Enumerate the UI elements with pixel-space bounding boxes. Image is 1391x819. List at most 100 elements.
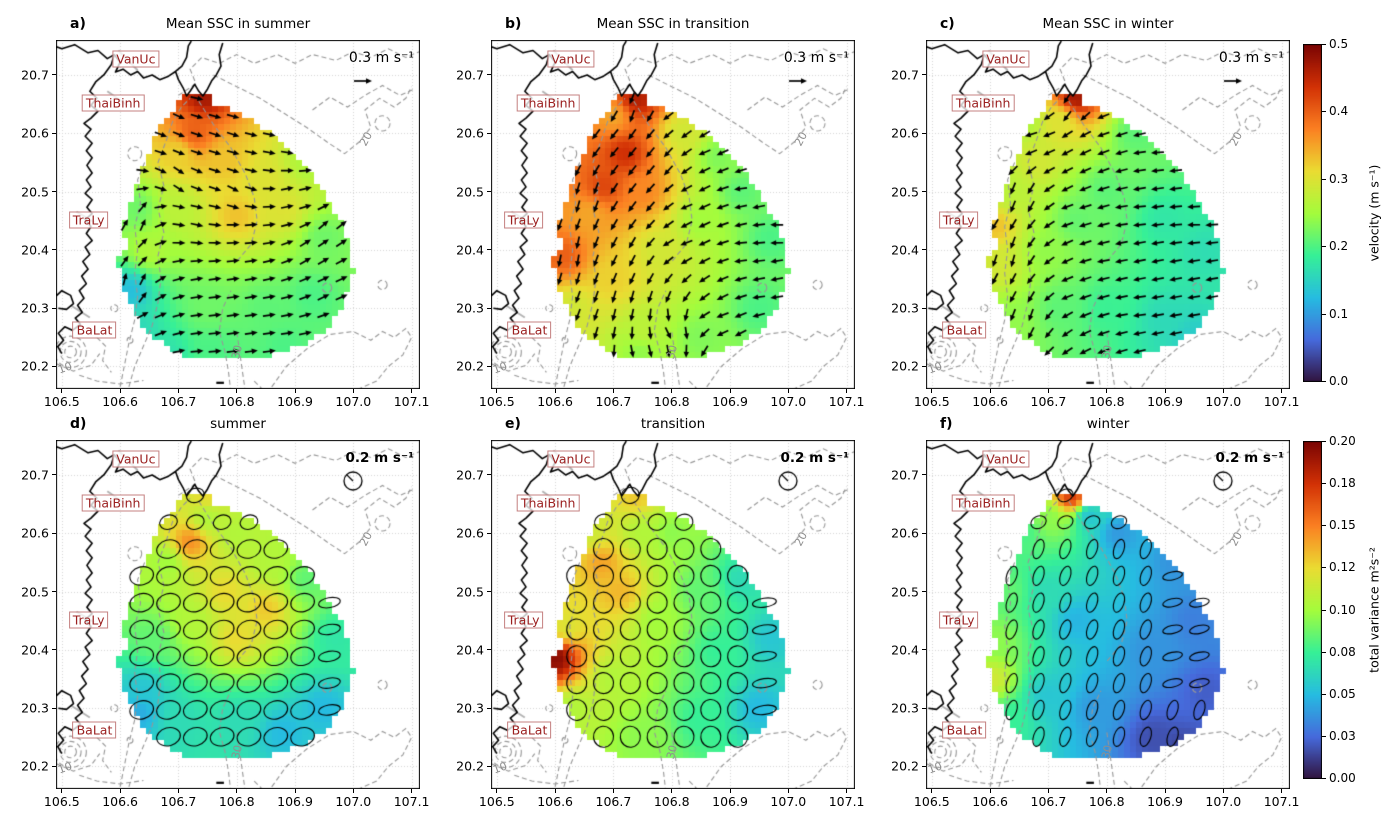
- y-tick-label: 20.4: [456, 642, 484, 658]
- y-tick-mark: [922, 307, 926, 309]
- place-label-balat: BaLat: [507, 321, 552, 339]
- y-tick-mark: [52, 132, 56, 134]
- x-tick-mark: [411, 389, 413, 393]
- scale-key-label: 0.3 m s⁻¹: [783, 50, 849, 66]
- x-tick-mark: [119, 389, 121, 393]
- x-tick-label: 106.8: [1088, 394, 1125, 409]
- map-panel-f: f) winter 20.2 20.3 20.4 20.5 20.6 20.7 106.5 106…: [891, 416, 1299, 809]
- place-label-vanuc: VanUc: [112, 450, 160, 468]
- colorbar-axis-label-variance: total variance m²s⁻²: [1366, 547, 1382, 673]
- x-tick-label: 107.1: [828, 394, 865, 409]
- x-tick-label: 106.8: [218, 394, 255, 409]
- x-tick-mark: [352, 389, 354, 393]
- panel-letter-c: c): [940, 16, 955, 32]
- y-tick-label: 20.5: [891, 584, 919, 600]
- place-label-thaibinh: ThaiBinh: [951, 94, 1015, 112]
- y-tick-label: 20.2: [456, 358, 484, 374]
- x-tick-mark: [612, 389, 614, 393]
- colorbar-tick-mark: [1322, 246, 1326, 248]
- colorbar-tick-mark: [1322, 693, 1326, 695]
- y-tick-mark: [922, 474, 926, 476]
- x-tick-label: 106.6: [537, 794, 574, 809]
- colorbar-tick-mark: [1322, 609, 1326, 611]
- place-label-balat: BaLat: [942, 321, 987, 339]
- panel-title-e: transition: [640, 416, 706, 432]
- x-tick-label: 106.6: [102, 794, 139, 809]
- y-tick-label: 20.3: [891, 300, 919, 316]
- x-tick-mark: [1047, 389, 1049, 393]
- panel-letter-e: e): [505, 416, 521, 432]
- y-tick-label: 20.5: [891, 184, 919, 200]
- x-tick-mark: [1164, 389, 1166, 393]
- colorbar-tick-mark: [1322, 111, 1326, 113]
- y-tick-mark: [487, 649, 491, 651]
- place-label-balat: BaLat: [942, 721, 987, 739]
- x-tick-mark: [294, 789, 296, 793]
- panel-letter-a: a): [70, 16, 86, 32]
- x-tick-label: 106.5: [478, 794, 515, 809]
- y-tick-mark: [922, 591, 926, 593]
- colorbar-tick-label: 0.03: [1329, 728, 1356, 743]
- place-label-thaibinh: ThaiBinh: [81, 94, 145, 112]
- y-tick-mark: [52, 532, 56, 534]
- panel-title-b: Mean SSC in transition: [596, 16, 750, 32]
- scale-key-label: 0.3 m s⁻¹: [348, 50, 414, 66]
- colorbar-tick-label: 0.3: [1329, 171, 1349, 186]
- y-tick-label: 20.6: [891, 525, 919, 541]
- y-tick-mark: [922, 249, 926, 251]
- y-tick-label: 20.2: [891, 358, 919, 374]
- y-tick-mark: [52, 74, 56, 76]
- map-panel-c: c) Mean SSC in winter 20.2 20.3 20.4 20.5 20.6…: [891, 16, 1299, 409]
- y-tick-mark: [487, 765, 491, 767]
- y-tick-mark: [922, 132, 926, 134]
- x-tick-label: 106.6: [102, 394, 139, 409]
- x-tick-label: 106.5: [913, 794, 950, 809]
- y-tick-label: 20.2: [891, 758, 919, 774]
- panel-title-c: Mean SSC in winter: [1042, 16, 1174, 32]
- place-label-traly: TraLy: [938, 211, 979, 229]
- y-tick-mark: [922, 532, 926, 534]
- x-tick-mark: [989, 789, 991, 793]
- y-tick-label: 20.7: [891, 67, 919, 83]
- x-tick-label: 106.8: [1088, 794, 1125, 809]
- colorbar-tick-mark: [1322, 44, 1326, 45]
- place-label-balat: BaLat: [72, 721, 117, 739]
- x-tick-mark: [177, 789, 179, 793]
- x-tick-mark: [411, 789, 413, 793]
- x-tick-mark: [177, 389, 179, 393]
- panel-title-a: Mean SSC in summer: [165, 16, 311, 32]
- place-label-thaibinh: ThaiBinh: [81, 494, 145, 512]
- x-tick-label: 106.6: [972, 394, 1009, 409]
- place-label-vanuc: VanUc: [982, 50, 1030, 68]
- x-tick-mark: [554, 389, 556, 393]
- y-tick-label: 20.2: [456, 758, 484, 774]
- x-tick-mark: [931, 389, 933, 393]
- x-tick-mark: [1047, 789, 1049, 793]
- x-tick-label: 106.8: [653, 794, 690, 809]
- x-tick-label: 106.5: [478, 394, 515, 409]
- y-tick-mark: [487, 191, 491, 193]
- place-label-vanuc: VanUc: [547, 450, 595, 468]
- x-tick-label: 106.6: [972, 794, 1009, 809]
- y-tick-mark: [52, 591, 56, 593]
- map-panel-a: a) Mean SSC in summer 20.2 20.3 20.4 20.5 20.6…: [21, 16, 429, 409]
- x-tick-mark: [1222, 789, 1224, 793]
- x-tick-mark: [846, 389, 848, 393]
- y-tick-mark: [487, 532, 491, 534]
- y-tick-label: 20.3: [456, 300, 484, 316]
- scale-key-label: 0.3 m s⁻¹: [1218, 50, 1284, 66]
- colorbar-axis-label-velocity: velocity (m s⁻¹): [1366, 164, 1382, 262]
- x-tick-mark: [1281, 789, 1283, 793]
- colorbar-tick-label: 0.10: [1329, 602, 1356, 617]
- x-tick-mark: [729, 389, 731, 393]
- panel-letter-d: d): [70, 416, 87, 432]
- place-label-traly: TraLy: [503, 611, 544, 629]
- x-tick-label: 106.5: [913, 394, 950, 409]
- panel-letter-b: b): [505, 16, 522, 32]
- y-tick-mark: [487, 365, 491, 367]
- y-tick-label: 20.6: [456, 125, 484, 141]
- scale-key-label: 0.2 m s⁻¹: [1215, 450, 1284, 466]
- colorbar-tick-label: 0.0: [1329, 374, 1349, 388]
- y-tick-mark: [52, 307, 56, 309]
